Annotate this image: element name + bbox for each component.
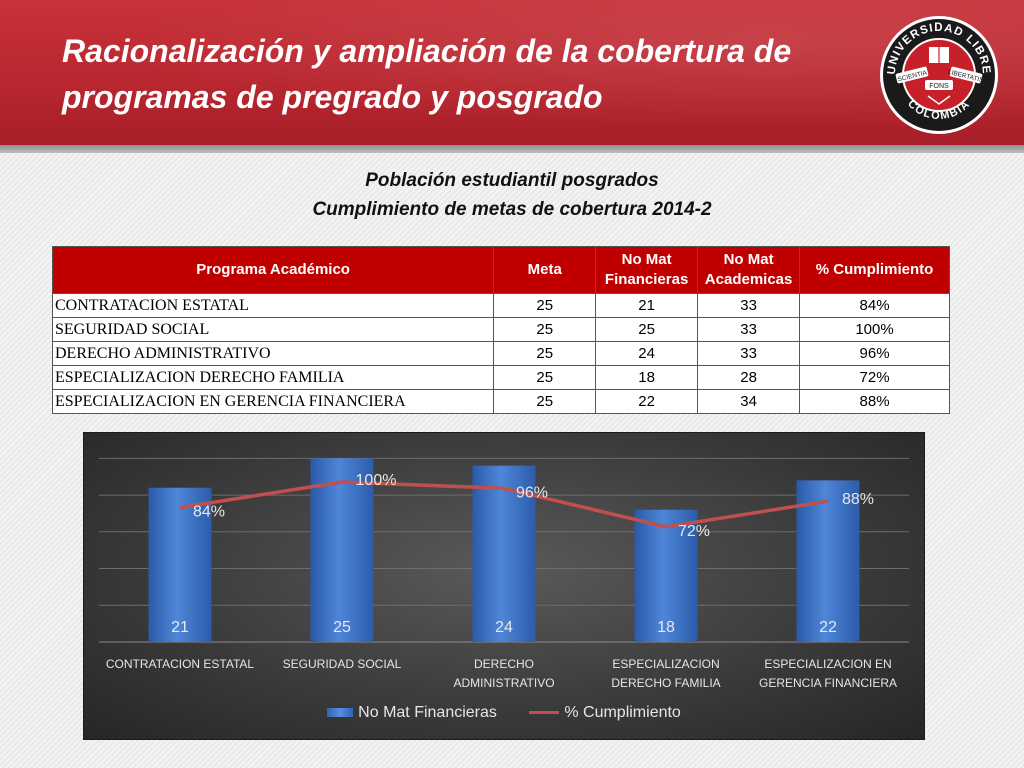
table-row: ESPECIALIZACION EN GERENCIA FINANCIERA 2… [51, 389, 950, 414]
bar [148, 487, 212, 642]
header-divider [0, 145, 1024, 153]
table-cell: CONTRATACION ESTATAL [51, 293, 495, 318]
table-cell: 24 [595, 341, 699, 366]
table-row: DERECHO ADMINISTRATIVO 25 24 33 96% [51, 341, 950, 366]
bar [796, 480, 860, 642]
table-cell: ESPECIALIZACION DERECHO FAMILIA [51, 365, 495, 390]
table-cell: 25 [595, 317, 699, 342]
legend-item-line: % Cumplimiento [529, 704, 681, 722]
chart-legend: No Mat Financieras % Cumplimiento [84, 704, 924, 722]
table-cell: 100% [799, 317, 950, 342]
table-cell: 18 [595, 365, 699, 390]
column-header: Programa Académico [51, 246, 495, 294]
slide-title: Racionalización y ampliación de la cober… [62, 28, 862, 120]
bar [634, 509, 698, 642]
column-header: % Cumplimiento [799, 246, 950, 294]
table-cell: ESPECIALIZACION EN GERENCIA FINANCIERA [51, 389, 495, 414]
column-header: No Mat Financieras [595, 246, 699, 294]
line-value-label: 100% [356, 472, 397, 489]
category-label: DERECHO [474, 657, 534, 671]
category-label: SEGURIDAD SOCIAL [283, 657, 402, 671]
line-value-label: 88% [842, 491, 874, 508]
university-logo: UNIVERSIDAD LIBRE COLOMBIA SCIENTIA LIBE… [880, 16, 998, 134]
bar-value-label: 24 [495, 619, 513, 636]
category-label: ESPECIALIZACION EN [764, 657, 891, 671]
legend-item-bars: No Mat Financieras [327, 704, 497, 722]
category-label: DERECHO FAMILIA [611, 676, 720, 690]
line-value-label: 96% [516, 484, 548, 501]
table-row: CONTRATACION ESTATAL 25 21 33 84% [51, 293, 950, 318]
category-label: CONTRATACION ESTATAL [106, 657, 255, 671]
legend-label: No Mat Financieras [358, 704, 497, 721]
subtitle-line2: Cumplimiento de metas de cobertura 2014-… [312, 199, 712, 220]
table-cell: 25 [493, 317, 597, 342]
category-label: GERENCIA FINANCIERA [759, 676, 897, 690]
table-cell: DERECHO ADMINISTRATIVO [51, 341, 495, 366]
bar-value-label: 21 [171, 619, 189, 636]
column-header: No Mat Academicas [697, 246, 801, 294]
chart-subtitle: Población estudiantil posgrados Cumplimi… [0, 166, 1024, 224]
column-header: Meta [493, 246, 597, 294]
table-cell: 84% [799, 293, 950, 318]
table-cell: 72% [799, 365, 950, 390]
table-cell: 34 [697, 389, 801, 414]
category-label: ESPECIALIZACION [612, 657, 719, 671]
line-value-label: 84% [193, 504, 225, 521]
subtitle-line1: Población estudiantil posgrados [365, 170, 659, 191]
table-cell: 88% [799, 389, 950, 414]
table-cell: 33 [697, 341, 801, 366]
bar-value-label: 18 [657, 619, 675, 636]
line-value-label: 72% [678, 523, 710, 540]
logo-center-text: FONS [929, 83, 949, 90]
line-series [179, 480, 829, 529]
table-cell: 21 [595, 293, 699, 318]
table-header-row: Programa Académico Meta No Mat Financier… [51, 246, 950, 294]
table-cell: 25 [493, 365, 597, 390]
table-cell: 33 [697, 293, 801, 318]
slide-title-line2: programas de pregrado y posgrado [62, 79, 603, 115]
data-table: Programa Académico Meta No Mat Financier… [51, 246, 950, 414]
slide-title-line1: Racionalización y ampliación de la cober… [62, 33, 792, 69]
legend-label: % Cumplimiento [564, 704, 681, 721]
header-banner [0, 0, 1024, 145]
table-cell: 22 [595, 389, 699, 414]
chart-plot: 21 25 24 18 22 84% 100% 96% 72% 88% CONTRATACION E… [99, 457, 909, 690]
table-cell: 28 [697, 365, 801, 390]
table-cell: 25 [493, 293, 597, 318]
bar-value-label: 25 [333, 619, 351, 636]
category-label: ADMINISTRATIVO [453, 676, 554, 690]
table-row: ESPECIALIZACION DERECHO FAMILIA 25 18 28… [51, 365, 950, 390]
table-cell: SEGURIDAD SOCIAL [51, 317, 495, 342]
table-cell: 96% [799, 341, 950, 366]
table-row: SEGURIDAD SOCIAL 25 25 33 100% [51, 317, 950, 342]
table-cell: 25 [493, 389, 597, 414]
table-cell: 33 [697, 317, 801, 342]
bar-value-label: 22 [819, 619, 837, 636]
table-cell: 25 [493, 341, 597, 366]
bar [310, 458, 374, 642]
combo-chart: 21 25 24 18 22 84% 100% 96% 72% 88% CONTRATACION E… [83, 432, 925, 740]
